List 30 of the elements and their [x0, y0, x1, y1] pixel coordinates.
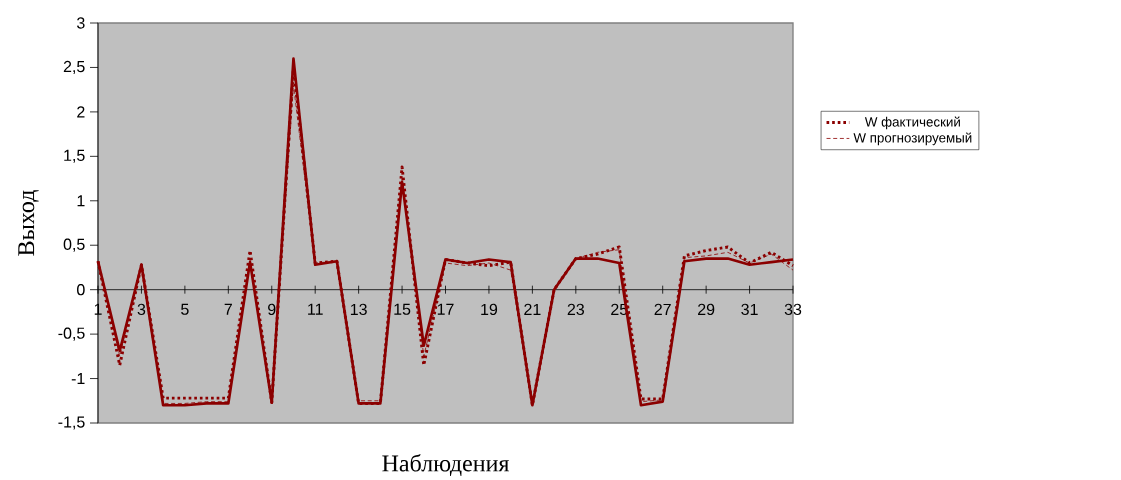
x-tick-label: 31 — [741, 303, 758, 316]
x-tick-label: 7 — [224, 303, 232, 315]
x-tick-label: 9 — [268, 303, 276, 316]
x-axis-title: Наблюдения — [382, 454, 510, 476]
x-tick-label: 3 — [137, 303, 146, 316]
y-tick-label: 2,5 — [63, 60, 85, 75]
x-tick-label: 15 — [394, 303, 411, 315]
legend-label: W прогнозируемый — [853, 132, 972, 146]
y-tick-label: 1,5 — [64, 149, 85, 163]
x-tick-label: 21 — [524, 303, 541, 315]
y-axis-title: Выход — [18, 190, 39, 256]
x-tick-label: 33 — [784, 303, 802, 316]
y-tick-label: 0 — [77, 284, 85, 296]
x-tick-label: 13 — [350, 303, 367, 316]
x-tick-label: 17 — [437, 303, 454, 315]
y-tick-label: -1 — [71, 373, 85, 385]
x-tick-label: 19 — [481, 303, 498, 316]
y-tick-label: 1 — [77, 195, 85, 207]
y-tick-label: -1,5 — [58, 416, 85, 430]
x-tick-label: 29 — [698, 303, 715, 316]
y-tick-label: 3 — [77, 17, 85, 29]
x-tick-label: 27 — [654, 303, 671, 315]
y-tick-label: -0,5 — [58, 327, 85, 341]
x-tick-label: 11 — [308, 303, 323, 315]
y-tick-label: 2 — [77, 106, 85, 118]
x-tick-label: 1 — [94, 303, 102, 315]
x-tick-label: 5 — [181, 303, 189, 315]
y-tick-label: 0,5 — [63, 238, 85, 252]
legend-label: W фактический — [864, 116, 960, 130]
x-tick-label: 23 — [567, 303, 585, 316]
